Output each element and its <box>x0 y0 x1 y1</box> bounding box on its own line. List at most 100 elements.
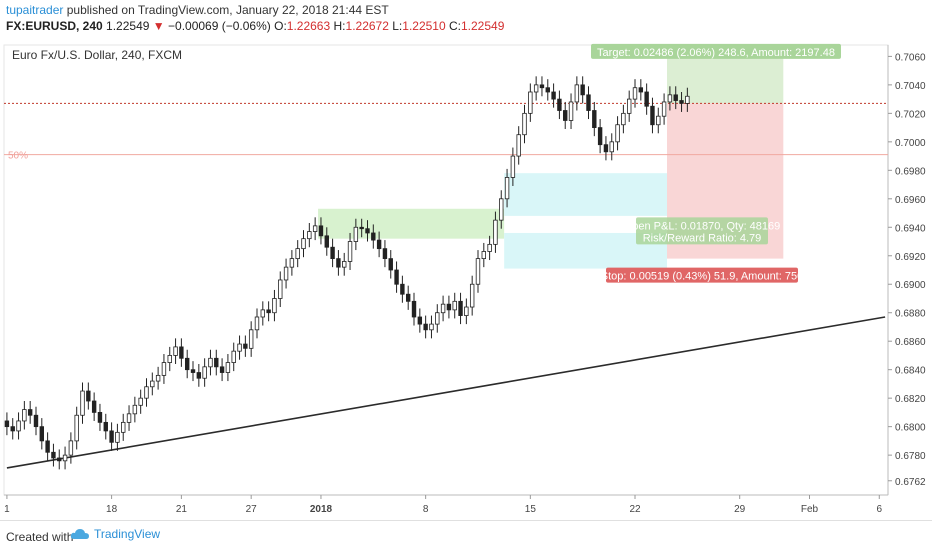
candle-body <box>68 440 74 456</box>
y-tick-label: 0.6980 <box>895 166 926 177</box>
candle-body <box>371 232 376 241</box>
candle-body <box>493 219 498 245</box>
open-label: O: <box>274 19 287 33</box>
y-tick-label: 0.6900 <box>895 280 926 291</box>
candle-body <box>272 298 277 314</box>
candle-body <box>208 357 213 368</box>
symbol: FX:EURUSD, 240 <box>6 19 103 33</box>
y-tick-label: 0.7000 <box>895 138 926 149</box>
y-tick-label: 0.7040 <box>895 81 926 92</box>
candle-body <box>184 357 190 371</box>
candle-body <box>632 87 638 100</box>
candle-body <box>638 87 644 93</box>
publish-info: tupaitrader published on TradingView.com… <box>6 3 389 17</box>
candle-body <box>510 155 516 178</box>
candle-body <box>539 84 545 89</box>
candle-body <box>400 283 405 295</box>
candle-body <box>27 409 33 416</box>
candle-body <box>173 346 178 356</box>
x-tick-label: 29 <box>734 504 746 515</box>
candle-body <box>57 457 62 462</box>
x-tick-label: 8 <box>423 504 429 515</box>
stop-label-bg <box>606 267 798 283</box>
candle-body <box>266 309 271 314</box>
low-label: L: <box>392 19 403 33</box>
candle-body <box>336 258 341 268</box>
brand-label: TradingView <box>94 527 161 541</box>
candle-body <box>248 329 254 349</box>
candle-body <box>330 246 335 260</box>
candle-body <box>609 141 614 153</box>
candle-body <box>103 421 108 432</box>
candle-body <box>656 115 661 126</box>
x-tick-label: 1 <box>4 504 10 515</box>
y-tick-label: 0.6920 <box>895 252 926 263</box>
footer: Created with TradingView <box>0 520 932 551</box>
candle-body <box>179 346 184 359</box>
candle-body <box>435 312 440 325</box>
candle-body <box>237 343 242 352</box>
y-tick-label: 0.7060 <box>895 52 926 63</box>
author-link[interactable]: tupaitrader <box>6 3 64 17</box>
candle-body <box>62 454 68 462</box>
candle-body <box>661 101 667 117</box>
candle-body <box>353 226 359 242</box>
x-tick-label: 22 <box>629 504 641 515</box>
candle-body <box>644 91 649 107</box>
chart-title: Euro Fx/U.S. Dollar, 240, FXCM <box>12 48 182 62</box>
candle-body <box>190 369 196 373</box>
candle-body <box>516 134 521 157</box>
candle-body <box>405 293 411 302</box>
candle-body <box>91 400 97 413</box>
candle-body <box>301 238 306 250</box>
candle-body <box>522 112 527 136</box>
candle-body <box>97 412 103 423</box>
candle-body <box>376 239 382 250</box>
candle-body <box>568 101 574 121</box>
candle-body <box>324 235 329 248</box>
candle-body <box>225 362 231 373</box>
candle-body <box>144 386 149 399</box>
candle-body <box>673 94 678 101</box>
x-tick-label: 2018 <box>310 504 333 515</box>
down-arrow-icon: ▼ <box>152 19 165 33</box>
candle-body <box>51 451 56 459</box>
candle-body <box>603 144 609 153</box>
candle-body <box>342 261 347 268</box>
candle-body <box>150 380 155 388</box>
candle-body <box>533 84 539 93</box>
candle-body <box>563 110 568 121</box>
tradingview-brand[interactable]: TradingView <box>70 527 160 541</box>
candle-body <box>231 350 236 363</box>
candle-body <box>423 323 428 331</box>
candle-body <box>16 420 21 432</box>
x-tick-label: 21 <box>176 504 188 515</box>
candle-body <box>586 94 591 111</box>
candle-body <box>382 248 388 260</box>
target-label: Target: 0.02486 (2.06%) 248.6, Amount: 2… <box>597 47 835 59</box>
x-tick-label: 6 <box>876 504 882 515</box>
pnl-label: Open P&L: 0.01870, Qty: 48169 <box>624 220 781 232</box>
candle-body <box>312 225 318 232</box>
candle-body <box>592 110 597 128</box>
candle-body <box>283 266 289 281</box>
candle-body <box>551 91 556 100</box>
candle-body <box>115 431 120 443</box>
stop-label: Stop: 0.00519 (0.43%) 51.9, Amount: 750 <box>601 271 803 283</box>
price-chart[interactable]: Euro Fx/U.S. Dollar, 240, FXCM 50% Target:… <box>0 40 932 520</box>
ohlc-bar: FX:EURUSD, 240 1.22549 ▼ −0.00069 (−0.06… <box>6 19 504 33</box>
candle-body <box>74 414 79 442</box>
candle-body <box>365 228 370 234</box>
candle-body <box>132 404 138 415</box>
x-tick-label: 15 <box>525 504 537 515</box>
candle-body <box>446 303 452 311</box>
candle-body <box>626 98 632 114</box>
x-tick-label: 27 <box>246 504 258 515</box>
candle-body <box>411 300 417 318</box>
y-tick-label: 0.6762 <box>895 477 926 488</box>
candle-body <box>557 98 562 111</box>
candle-body <box>214 357 219 368</box>
candle-body <box>481 251 487 260</box>
candle-body <box>347 241 353 262</box>
candle-body <box>254 316 260 331</box>
